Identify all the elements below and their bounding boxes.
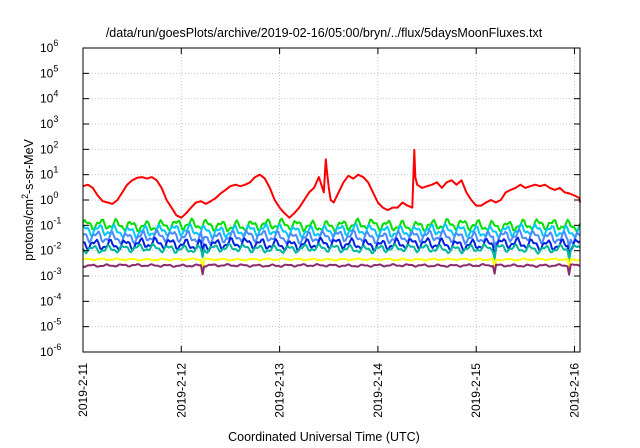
series-line [82,236,581,259]
y-tick-label: 10-3 [40,266,61,283]
series-line [82,257,581,270]
x-tick-label: 2019-2-12 [174,363,188,418]
y-tick-label: 105 [40,63,58,80]
series-line [82,263,581,276]
y-tick-label: 101 [40,165,58,182]
x-tick-label: 2019-2-15 [469,363,483,418]
series-line [82,222,581,240]
x-axis: 2019-2-11 2019-2-12 2019-2-13 2019-2-14 2019… [76,48,582,418]
y-tick-label: 10-4 [40,291,61,308]
y-axis: 10-6 10-5 10-4 10-3 10-2 10-1 100 101 102 103 104 1… [40,38,580,359]
y-label-post: -s-sr-MeV [22,138,36,194]
y-tick-label: 10-2 [40,241,61,258]
y-label-sup: 2 [20,194,30,199]
y-tick-label: 10-1 [40,215,61,232]
y-label-pre: protons/cm [22,199,36,261]
y-tick-label: 10-5 [40,317,61,334]
series-line [82,148,581,219]
y-tick-label: 10-6 [40,342,61,359]
y-tick-label: 102 [40,139,58,156]
x-tick-label: 2019-2-14 [371,363,385,418]
y-tick-label: 104 [40,89,58,106]
grid [83,48,580,352]
series-line [82,242,581,262]
x-tick-label: 2019-2-16 [568,363,582,418]
x-tick-label: 2019-2-13 [273,363,287,418]
y-tick-label: 100 [40,190,58,207]
y-tick-label: 106 [40,38,58,55]
series-group [82,148,581,276]
series-line [82,217,581,234]
chart-title: /data/run/goesPlots/archive/2019-02-16/0… [106,26,543,40]
x-tick-label: 2019-2-11 [76,363,90,417]
y-axis-label: protons/cm2-s-sr-MeV [20,138,36,260]
x-axis-label: Coordinated Universal Time (UTC) [228,430,420,444]
y-tick-label: 103 [40,114,58,131]
